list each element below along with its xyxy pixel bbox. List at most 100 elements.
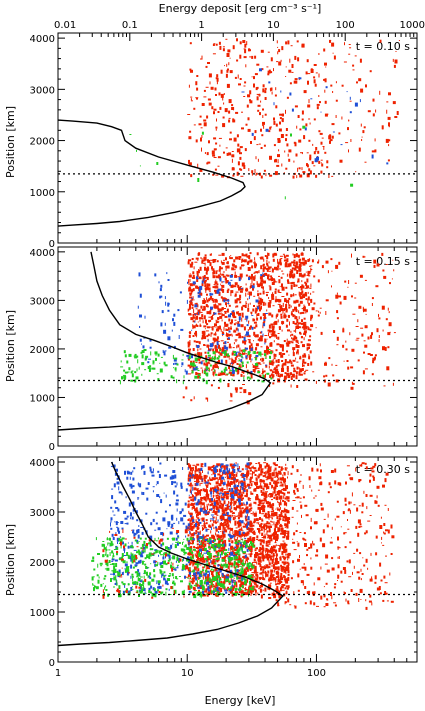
data-point-high xyxy=(299,532,302,533)
data-point-mid xyxy=(164,322,166,326)
data-point-high xyxy=(389,282,391,285)
data-point-high xyxy=(240,491,242,495)
data-point-high xyxy=(257,362,261,365)
data-point-high xyxy=(287,476,288,479)
data-point-high xyxy=(268,324,271,329)
data-point-high xyxy=(197,309,201,314)
data-point-high xyxy=(215,582,219,587)
data-point-high xyxy=(190,174,193,178)
data-point-high xyxy=(271,514,275,517)
data-point-high xyxy=(244,588,247,590)
data-point-high xyxy=(205,500,207,503)
data-point-high xyxy=(204,287,207,290)
data-point-high xyxy=(246,476,248,480)
data-point-high xyxy=(327,491,330,494)
data-point-high xyxy=(317,261,319,264)
data-point-high xyxy=(336,292,338,295)
data-point-high xyxy=(369,479,371,483)
y-tick-label: 4000 xyxy=(30,34,55,45)
data-point-high xyxy=(240,563,242,564)
data-point-high xyxy=(328,357,331,360)
data-point-high xyxy=(277,364,280,367)
data-point-high xyxy=(227,49,231,53)
data-point-high xyxy=(239,480,241,484)
data-point-high xyxy=(294,105,298,108)
data-point-high xyxy=(310,526,312,530)
data-point-high xyxy=(239,510,243,515)
data-point-high xyxy=(203,305,206,309)
data-point-high xyxy=(203,122,207,127)
data-point-high xyxy=(299,296,303,300)
data-point-high xyxy=(255,156,257,160)
data-point-high xyxy=(235,562,239,566)
data-point-high xyxy=(363,256,366,258)
data-point-high xyxy=(364,161,367,163)
data-point-high xyxy=(296,351,297,354)
y-tick-label: 1000 xyxy=(30,188,55,199)
data-point-high xyxy=(283,472,286,474)
data-point-high xyxy=(247,541,249,543)
data-point-high xyxy=(308,287,310,289)
data-point-high xyxy=(188,332,191,333)
data-point-high xyxy=(291,71,294,73)
data-point-high xyxy=(264,587,267,592)
data-point-high xyxy=(201,545,205,548)
data-point-high xyxy=(263,370,266,373)
data-point-high xyxy=(270,361,273,365)
data-point-high xyxy=(207,283,211,287)
data-point-high xyxy=(192,316,195,319)
data-point-mid xyxy=(243,337,246,341)
data-point-high xyxy=(220,500,222,502)
data-point-high xyxy=(336,500,339,503)
data-point-high xyxy=(279,506,281,510)
data-point-high xyxy=(253,580,257,584)
data-point-high xyxy=(245,349,247,352)
data-point-high xyxy=(205,527,207,529)
data-point-high xyxy=(308,354,310,357)
data-point-high xyxy=(230,284,234,288)
data-point-high xyxy=(287,555,290,559)
data-point-high xyxy=(262,568,265,572)
data-point-high xyxy=(223,151,225,154)
data-point-high xyxy=(254,565,257,570)
data-point-high xyxy=(335,379,339,383)
data-point-high xyxy=(281,483,284,487)
data-point-high xyxy=(283,495,285,499)
data-point-high xyxy=(238,363,241,368)
data-point-high xyxy=(287,282,291,284)
data-point-high xyxy=(284,578,288,583)
data-point-high xyxy=(252,283,255,286)
data-point-high xyxy=(304,378,308,381)
data-point-high xyxy=(256,481,258,486)
data-point-high xyxy=(239,522,242,527)
data-point-high xyxy=(271,533,274,536)
data-point-high xyxy=(222,275,226,278)
data-point-high xyxy=(345,598,347,602)
data-point-high xyxy=(347,127,349,131)
data-point-high xyxy=(216,501,219,506)
data-point-high xyxy=(216,463,220,467)
data-point-high xyxy=(189,340,191,343)
data-point-high xyxy=(238,495,242,499)
y-axis-label: Position [km] xyxy=(4,310,17,382)
data-point-high xyxy=(236,305,239,308)
data-point-mid xyxy=(241,357,244,359)
data-point-high xyxy=(247,128,251,132)
data-point-high xyxy=(257,104,261,107)
data-point-high xyxy=(196,474,199,476)
data-point-high xyxy=(301,368,304,371)
data-point-high xyxy=(308,168,311,172)
data-point-high xyxy=(258,296,260,300)
data-point-high xyxy=(275,267,279,271)
data-point-high xyxy=(285,286,288,289)
data-point-mid xyxy=(248,296,250,300)
data-point-high xyxy=(200,587,203,589)
data-point-high xyxy=(278,279,281,284)
data-point-high xyxy=(283,375,287,380)
data-point-high xyxy=(272,554,275,557)
data-point-high xyxy=(245,506,249,511)
data-point-high xyxy=(272,576,275,580)
data-point-high xyxy=(197,163,199,168)
data-point-high xyxy=(222,271,225,273)
data-point-high xyxy=(382,346,385,351)
